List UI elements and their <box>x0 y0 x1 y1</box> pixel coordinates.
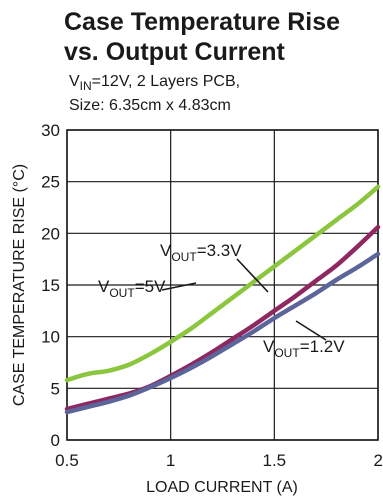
x-tick-label: 0.5 <box>55 451 79 470</box>
leader-3v3 <box>236 258 269 293</box>
y-axis-title: CASE TEMPERATURE RISE (°C) <box>11 164 28 406</box>
subtitle-v-sub: IN <box>80 79 92 93</box>
x-tick-label: 1.5 <box>263 451 287 470</box>
y-tick-label: 20 <box>41 224 60 243</box>
annotation-vout-3v3: VOUT=3.3V <box>160 241 242 264</box>
annotation-leaders <box>161 258 327 341</box>
series-line-vout-5v <box>64 184 381 383</box>
annotation-vout-1v2: VOUT=1.2V <box>263 337 345 360</box>
plot-frame <box>66 129 379 441</box>
chart-subtitle-line-2: Size: 6.35cm x 4.83cm <box>69 97 231 114</box>
series-line-vout-1-2v <box>64 251 381 415</box>
chart-subtitle-line-1: VIN=12V, 2 Layers PCB, <box>69 73 240 93</box>
y-tick-label: 5 <box>51 379 60 398</box>
annotation-vout-5v: VOUT=5V <box>98 277 166 300</box>
chart-title-line-2: vs. Output Current <box>64 38 286 66</box>
plot-grid <box>66 129 379 441</box>
y-tick-label: 25 <box>41 173 60 192</box>
y-tick-label: 0 <box>51 431 60 450</box>
plot-series <box>64 184 381 415</box>
y-tick-label: 15 <box>41 276 60 295</box>
subtitle-v: V <box>69 73 80 90</box>
y-tick-label: 30 <box>41 121 60 140</box>
plot-tick-labels: 0 5 10 15 20 25 30 0.5 1 1.5 2 <box>41 121 383 470</box>
y-tick-label: 10 <box>41 328 60 347</box>
x-tick-label: 1 <box>166 451 175 470</box>
x-axis-title: LOAD CURRENT (A) <box>146 479 298 496</box>
subtitle-rest: =12V, 2 Layers PCB, <box>92 73 240 90</box>
chart-title-line-1: Case Temperature Rise <box>64 8 340 36</box>
series-line-vout-3-3v <box>64 224 381 412</box>
leader-5v <box>161 282 197 291</box>
leader-1v2 <box>295 320 327 341</box>
x-tick-label: 2 <box>374 451 383 470</box>
